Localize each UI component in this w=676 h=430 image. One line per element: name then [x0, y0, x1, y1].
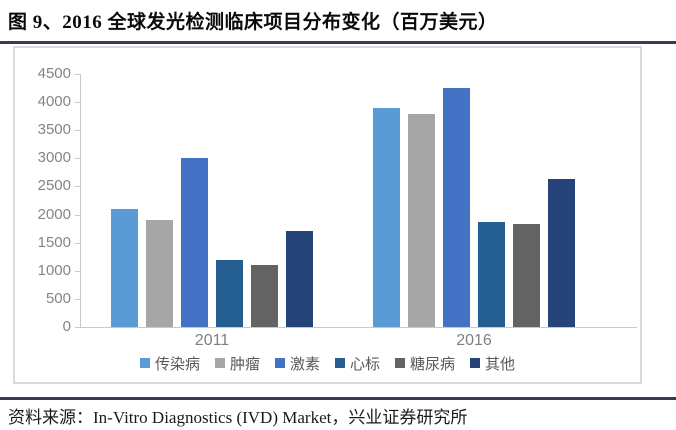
chart-container: 0 500 1000 1500 2000 2500 3000 3500 4000 4500 2011…: [13, 46, 642, 384]
bar-series4-2016: [478, 222, 505, 327]
legend-label: 肿瘤: [229, 355, 260, 373]
legend-swatch-icon: [470, 358, 481, 368]
bar-chart-plot: 0 500 1000 1500 2000 2500 3000 3500 4000 4500 2011…: [15, 48, 640, 382]
bar-group-2016: [373, 74, 575, 327]
x-category-label: 2011: [194, 332, 230, 349]
source-note: 资料来源：In-Vitro Diagnostics (IVD) Market，兴…: [8, 408, 468, 427]
legend-item-series3: 激素: [274, 353, 320, 374]
legend-swatch-icon: [214, 358, 225, 368]
legend-label: 心标: [350, 355, 381, 373]
y-tick-label: 500: [45, 289, 71, 307]
legend-item-series5: 糖尿病: [395, 353, 455, 374]
y-tick-label: 1500: [37, 233, 71, 251]
title-divider: [0, 41, 676, 44]
y-tick-mark: [75, 158, 80, 160]
y-tick-label: 3500: [37, 121, 71, 139]
y-tick-label: 4500: [37, 65, 71, 82]
bar-series4-2011: [216, 260, 243, 327]
bar-series5-2016: [513, 224, 540, 327]
figure-title: 图 9、2016 全球发光检测临床项目分布变化（百万美元）: [8, 12, 498, 33]
y-tick-mark: [75, 242, 80, 244]
legend-swatch-icon: [139, 358, 150, 368]
bar-series6-2011: [286, 231, 313, 327]
x-axis-line: [80, 327, 637, 328]
y-tick-mark: [75, 270, 80, 272]
bar-series3-2011: [181, 158, 208, 327]
legend-label: 传染病: [154, 355, 200, 373]
y-axis-line: [80, 74, 81, 328]
legend-item-series2: 肿瘤: [214, 353, 260, 374]
y-tick-label: 2000: [37, 205, 71, 223]
y-tick-mark: [75, 102, 80, 104]
y-tick-label: 0: [62, 318, 71, 335]
y-tick-label: 4000: [37, 93, 71, 111]
bar-series3-2016: [443, 88, 470, 327]
legend-label: 其他: [485, 355, 516, 373]
legend-item-series1: 传染病: [139, 353, 200, 374]
bar-series2-2011: [146, 220, 173, 327]
y-tick-label: 2500: [37, 177, 71, 195]
footer-divider: [0, 397, 676, 400]
legend-item-series4: 心标: [335, 353, 380, 374]
x-category-label: 2016: [456, 332, 492, 349]
chart-legend: 传染病 肿瘤 激素 心标 糖尿病 其他: [15, 351, 640, 375]
y-tick-mark: [75, 130, 80, 132]
y-tick-label: 3000: [37, 149, 71, 167]
legend-swatch-icon: [395, 358, 406, 368]
y-tick-mark: [75, 74, 80, 75]
bar-series2-2016: [408, 114, 435, 327]
bar-series1-2016: [373, 108, 400, 327]
bar-series5-2011: [251, 265, 278, 327]
y-tick-mark: [75, 186, 80, 188]
legend-label: 糖尿病: [410, 355, 456, 373]
bar-series1-2011: [111, 209, 138, 327]
legend-label: 激素: [289, 355, 320, 373]
legend-item-series6: 其他: [470, 353, 515, 374]
y-tick-mark: [75, 214, 80, 216]
legend-swatch-icon: [335, 358, 345, 368]
y-tick-mark: [75, 327, 80, 328]
y-tick-mark: [75, 298, 80, 300]
bar-series6-2016: [548, 179, 575, 327]
bar-group-2011: [111, 74, 313, 327]
legend-swatch-icon: [274, 358, 285, 368]
y-tick-label: 1000: [37, 261, 71, 279]
